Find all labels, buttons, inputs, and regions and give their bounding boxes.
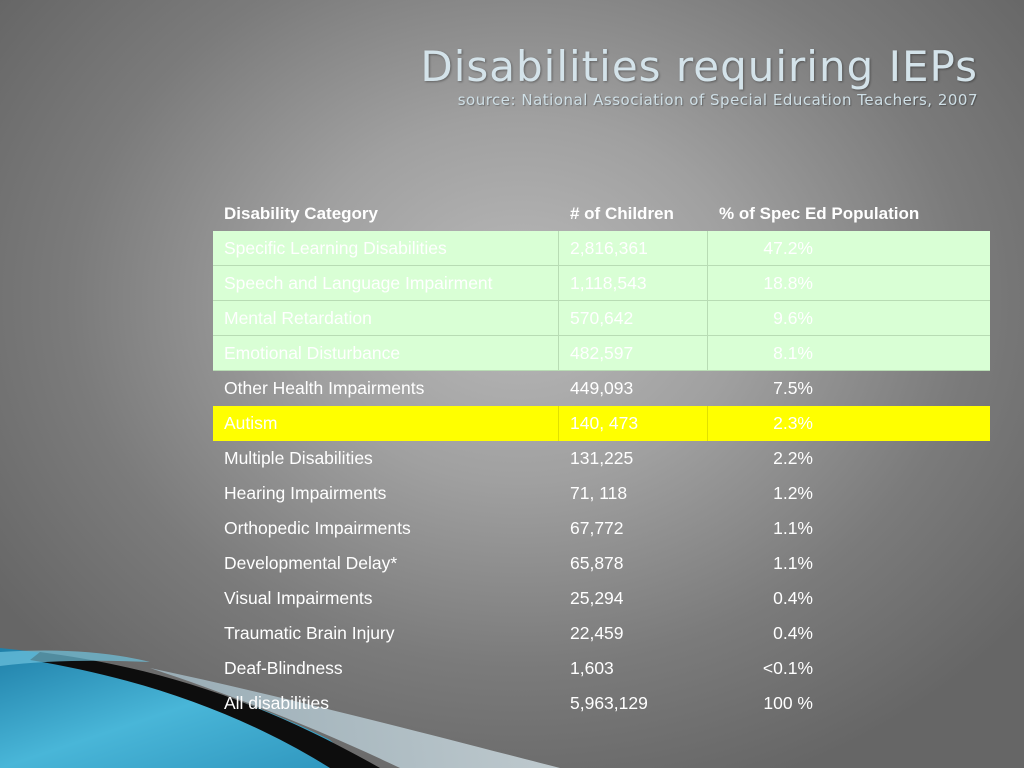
row-children: 5,963,129 xyxy=(570,693,648,713)
row-children: 140, 473 xyxy=(559,406,708,441)
row-percent-cell: 100 % xyxy=(708,686,990,721)
row-category: Deaf-Blindness xyxy=(224,658,343,678)
table-row: Autism 140, 473 2.3% xyxy=(213,406,990,441)
row-category: Orthopedic Impairments xyxy=(224,518,411,538)
table-row: Deaf-Blindness 1,603 <0.1% xyxy=(213,651,990,686)
row-children: 65,878 xyxy=(570,553,624,573)
row-percent: 2.2% xyxy=(773,448,813,468)
row-percent-cell: 1.1% xyxy=(708,546,990,581)
row-children: 2,816,361 xyxy=(559,231,708,266)
row-percent: 47.2% xyxy=(763,237,813,258)
row-percent-cell: 0.4% xyxy=(708,616,990,651)
table-header-row: Disability Category # of Children % of S… xyxy=(213,196,990,231)
row-percent: 1.1% xyxy=(773,553,813,573)
slide-title-block: Disabilities requiring IEPs source: Nati… xyxy=(420,40,978,110)
row-children: 22,459 xyxy=(570,623,624,643)
table-row: Visual Impairments 25,294 0.4% xyxy=(213,581,990,616)
row-percent-cell: 47.2% xyxy=(708,231,990,266)
table-row: Traumatic Brain Injury 22,459 0.4% xyxy=(213,616,990,651)
row-percent-cell: 18.8% xyxy=(708,266,990,301)
row-children: 71, 118 xyxy=(570,483,628,503)
row-percent: <0.1% xyxy=(762,658,813,678)
row-children: 131,225 xyxy=(570,448,634,468)
header-children: # of Children xyxy=(570,203,674,223)
table-row: Hearing Impairments 71, 118 1.2% xyxy=(213,476,990,511)
row-percent-cell: 8.1% xyxy=(708,336,990,371)
table-row: All disabilities 5,963,129 100 % xyxy=(213,686,990,721)
row-category: All disabilities xyxy=(224,693,330,713)
header-category: Disability Category xyxy=(224,203,378,223)
row-category: Developmental Delay* xyxy=(224,553,398,573)
row-percent-cell: 2.2% xyxy=(708,441,990,476)
row-category: Mental Retardation xyxy=(213,301,559,336)
row-percent: 100 % xyxy=(763,693,813,713)
row-percent: 8.1% xyxy=(773,342,813,363)
row-percent-cell: 7.5% xyxy=(708,371,990,406)
row-percent-cell: 9.6% xyxy=(708,301,990,336)
table-row: Orthopedic Impairments 67,772 1.1% xyxy=(213,511,990,546)
row-category: Specific Learning Disabilities xyxy=(213,231,559,266)
slide-subtitle: source: National Association of Special … xyxy=(457,91,978,109)
row-percent-cell: 2.3% xyxy=(708,406,990,441)
table-row: Mental Retardation 570,642 9.6% xyxy=(213,301,990,336)
row-percent-cell: 1.1% xyxy=(708,511,990,546)
table-body: Specific Learning Disabilities 2,816,361 4… xyxy=(213,231,990,721)
row-percent: 18.8% xyxy=(763,272,813,293)
row-category: Visual Impairments xyxy=(224,588,373,608)
row-category: Autism xyxy=(213,406,559,441)
row-category: Hearing Impairments xyxy=(224,483,387,503)
row-category: Multiple Disabilities xyxy=(224,448,373,468)
row-percent: 9.6% xyxy=(773,307,813,328)
row-percent: 1.1% xyxy=(773,518,813,538)
table-row: Emotional Disturbance 482,597 8.1% xyxy=(213,336,990,371)
slide-title: Disabilities requiring IEPs xyxy=(420,42,978,91)
table-row: Developmental Delay* 65,878 1.1% xyxy=(213,546,990,581)
row-percent: 2.3% xyxy=(773,413,813,433)
disabilities-table: Disability Category # of Children % of S… xyxy=(213,196,990,721)
row-percent-cell: <0.1% xyxy=(708,651,990,686)
row-category: Speech and Language Impairment xyxy=(213,266,559,301)
row-percent: 0.4% xyxy=(773,588,813,608)
row-children: 1,603 xyxy=(570,658,614,678)
row-category: Traumatic Brain Injury xyxy=(224,623,395,643)
table-row: Multiple Disabilities 131,225 2.2% xyxy=(213,441,990,476)
row-category: Other Health Impairments xyxy=(224,378,425,398)
row-children: 25,294 xyxy=(570,588,624,608)
row-percent-cell: 0.4% xyxy=(708,581,990,616)
row-percent: 0.4% xyxy=(773,623,813,643)
row-percent: 1.2% xyxy=(773,483,813,503)
row-percent-cell: 1.2% xyxy=(708,476,990,511)
row-children: 67,772 xyxy=(570,518,624,538)
row-percent: 7.5% xyxy=(773,378,813,398)
header-percent: % of Spec Ed Population xyxy=(719,203,920,223)
table-row: Speech and Language Impairment 1,118,543 1… xyxy=(213,266,990,301)
row-children: 482,597 xyxy=(559,336,708,371)
row-category: Emotional Disturbance xyxy=(213,336,559,371)
table-row: Other Health Impairments 449,093 7.5% xyxy=(213,371,990,406)
row-children: 449,093 xyxy=(570,378,634,398)
row-children: 1,118,543 xyxy=(559,266,708,301)
table-row: Specific Learning Disabilities 2,816,361 4… xyxy=(213,231,990,266)
row-children: 570,642 xyxy=(559,301,708,336)
